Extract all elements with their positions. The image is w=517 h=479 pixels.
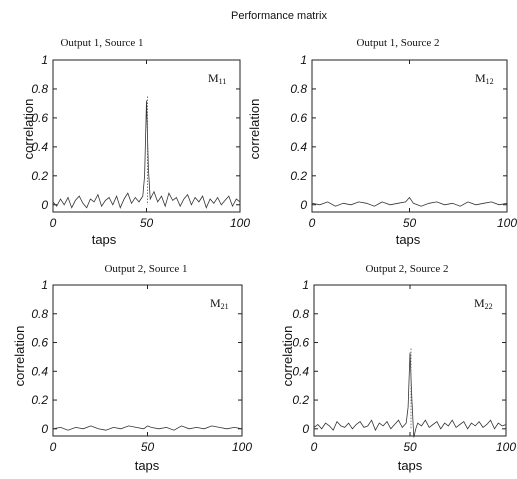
y-tick-label: 0.4 xyxy=(31,140,48,154)
y-tick-label: 0.6 xyxy=(290,111,307,125)
y-tick-label: 0.8 xyxy=(290,82,307,96)
matrix-element-label: M22 xyxy=(474,296,493,311)
y-axis-label: correlation xyxy=(280,326,295,387)
y-tick-label: 0 xyxy=(300,198,307,212)
y-tick-label: 0.6 xyxy=(31,336,48,350)
series-line xyxy=(313,352,507,438)
x-tick-label: 100 xyxy=(230,216,250,230)
matrix-element-symbol: M xyxy=(474,296,485,310)
y-tick-label: 0 xyxy=(41,198,48,212)
figure-title: Performance matrix xyxy=(231,10,327,22)
x-tick-label: 50 xyxy=(141,440,155,454)
y-tick-label: 0.6 xyxy=(31,111,48,125)
subplot-title: Output 1, Source 1 xyxy=(60,37,143,49)
matrix-element-symbol: M xyxy=(475,71,486,85)
matrix-element-subscript: 12 xyxy=(486,77,494,86)
x-tick-label: 50 xyxy=(403,216,417,230)
y-tick-label: 0.2 xyxy=(31,169,48,183)
x-tick-label: 0 xyxy=(50,216,57,230)
subplot-title: Output 1, Source 2 xyxy=(356,37,439,49)
series-line xyxy=(52,425,243,431)
subplot-output1-source1: Output 1, Source 1 taps correlation 0 0.2… xyxy=(21,37,250,247)
y-axis-label: correlation xyxy=(21,99,36,160)
matrix-element-subscript: 21 xyxy=(221,302,229,311)
y-axis-label: correlation xyxy=(247,99,262,160)
y-tick-label: 1 xyxy=(41,278,48,292)
y-tick-label: 0 xyxy=(302,422,309,436)
y-tick-label: 0.2 xyxy=(31,393,48,407)
y-tick-label: 0.8 xyxy=(31,82,48,96)
series-line xyxy=(52,100,241,209)
subplot-output2-source2: Output 2, Source 2 taps correlation 0 0.2… xyxy=(280,263,516,473)
x-tick-label: 0 xyxy=(50,440,57,454)
x-axis-label: taps xyxy=(92,232,117,247)
matrix-element-subscript: 22 xyxy=(485,302,493,311)
x-tick-label: 50 xyxy=(403,440,417,454)
y-tick-label: 0.4 xyxy=(292,364,309,378)
matrix-element-label: M12 xyxy=(475,71,494,86)
x-axis-label: taps xyxy=(135,458,160,473)
matrix-element-label: M11 xyxy=(208,71,226,86)
y-tick-label: 0.8 xyxy=(31,307,48,321)
subplot-output2-source1: Output 2, Source 1 taps correlation 0 0.2… xyxy=(12,263,252,473)
x-tick-label: 0 xyxy=(311,440,318,454)
y-tick-label: 0.2 xyxy=(290,169,307,183)
x-tick-label: 100 xyxy=(496,440,516,454)
x-tick-label: 0 xyxy=(309,216,316,230)
y-tick-label: 0.8 xyxy=(292,307,309,321)
matrix-element-symbol: M xyxy=(210,296,221,310)
subplot-title: Output 2, Source 1 xyxy=(104,263,187,275)
y-tick-label: 0 xyxy=(41,422,48,436)
y-axis-label: correlation xyxy=(12,326,27,387)
x-axis-label: taps xyxy=(396,232,421,247)
y-tick-label: 0.6 xyxy=(292,336,309,350)
subplot-title: Output 2, Source 2 xyxy=(365,263,448,275)
x-tick-label: 50 xyxy=(140,216,154,230)
y-tick-label: 0.4 xyxy=(31,364,48,378)
y-tick-label: 1 xyxy=(300,53,307,67)
y-tick-label: 0.2 xyxy=(292,393,309,407)
y-tick-label: 0.4 xyxy=(290,140,307,154)
y-tick-label: 1 xyxy=(302,278,309,292)
matrix-element-symbol: M xyxy=(208,71,219,85)
x-tick-label: 100 xyxy=(497,216,517,230)
series-line xyxy=(311,196,508,207)
matrix-element-label: M21 xyxy=(210,296,229,311)
y-tick-label: 1 xyxy=(41,53,48,67)
subplot-output1-source2: Output 1, Source 2 taps correlation 0 0.2… xyxy=(247,37,517,247)
x-tick-label: 100 xyxy=(232,440,252,454)
x-axis-label: taps xyxy=(398,458,423,473)
matrix-element-subscript: 11 xyxy=(219,77,227,86)
